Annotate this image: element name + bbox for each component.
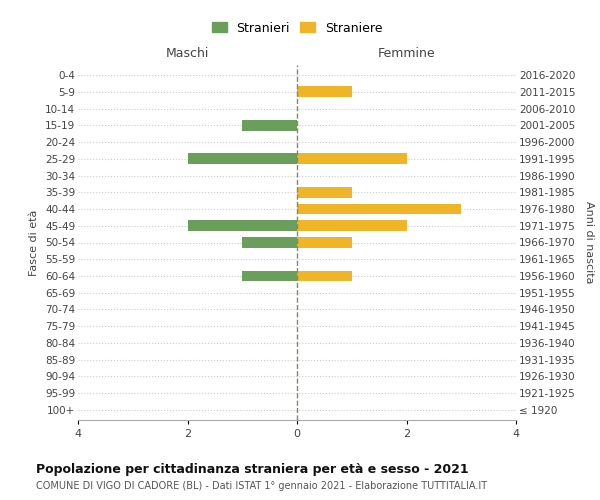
Text: Popolazione per cittadinanza straniera per età e sesso - 2021: Popolazione per cittadinanza straniera p… (36, 462, 469, 475)
Bar (297, 270, 352, 281)
Bar (297, 86, 352, 97)
Bar (297, 154, 407, 164)
Legend: Stranieri, Straniere: Stranieri, Straniere (212, 22, 383, 35)
Text: Femmine: Femmine (377, 47, 436, 60)
Bar (187, 154, 297, 164)
Y-axis label: Fasce di età: Fasce di età (29, 210, 40, 276)
Bar (242, 270, 297, 281)
Text: Maschi: Maschi (166, 47, 209, 60)
Bar (242, 120, 297, 130)
Bar (297, 204, 461, 214)
Bar (242, 237, 297, 248)
Bar (297, 237, 352, 248)
Text: COMUNE DI VIGO DI CADORE (BL) - Dati ISTAT 1° gennaio 2021 - Elaborazione TUTTIT: COMUNE DI VIGO DI CADORE (BL) - Dati IST… (36, 481, 487, 491)
Bar (297, 220, 407, 231)
Y-axis label: Anni di nascita: Anni di nascita (584, 201, 594, 284)
Bar (297, 187, 352, 198)
Bar (187, 220, 297, 231)
